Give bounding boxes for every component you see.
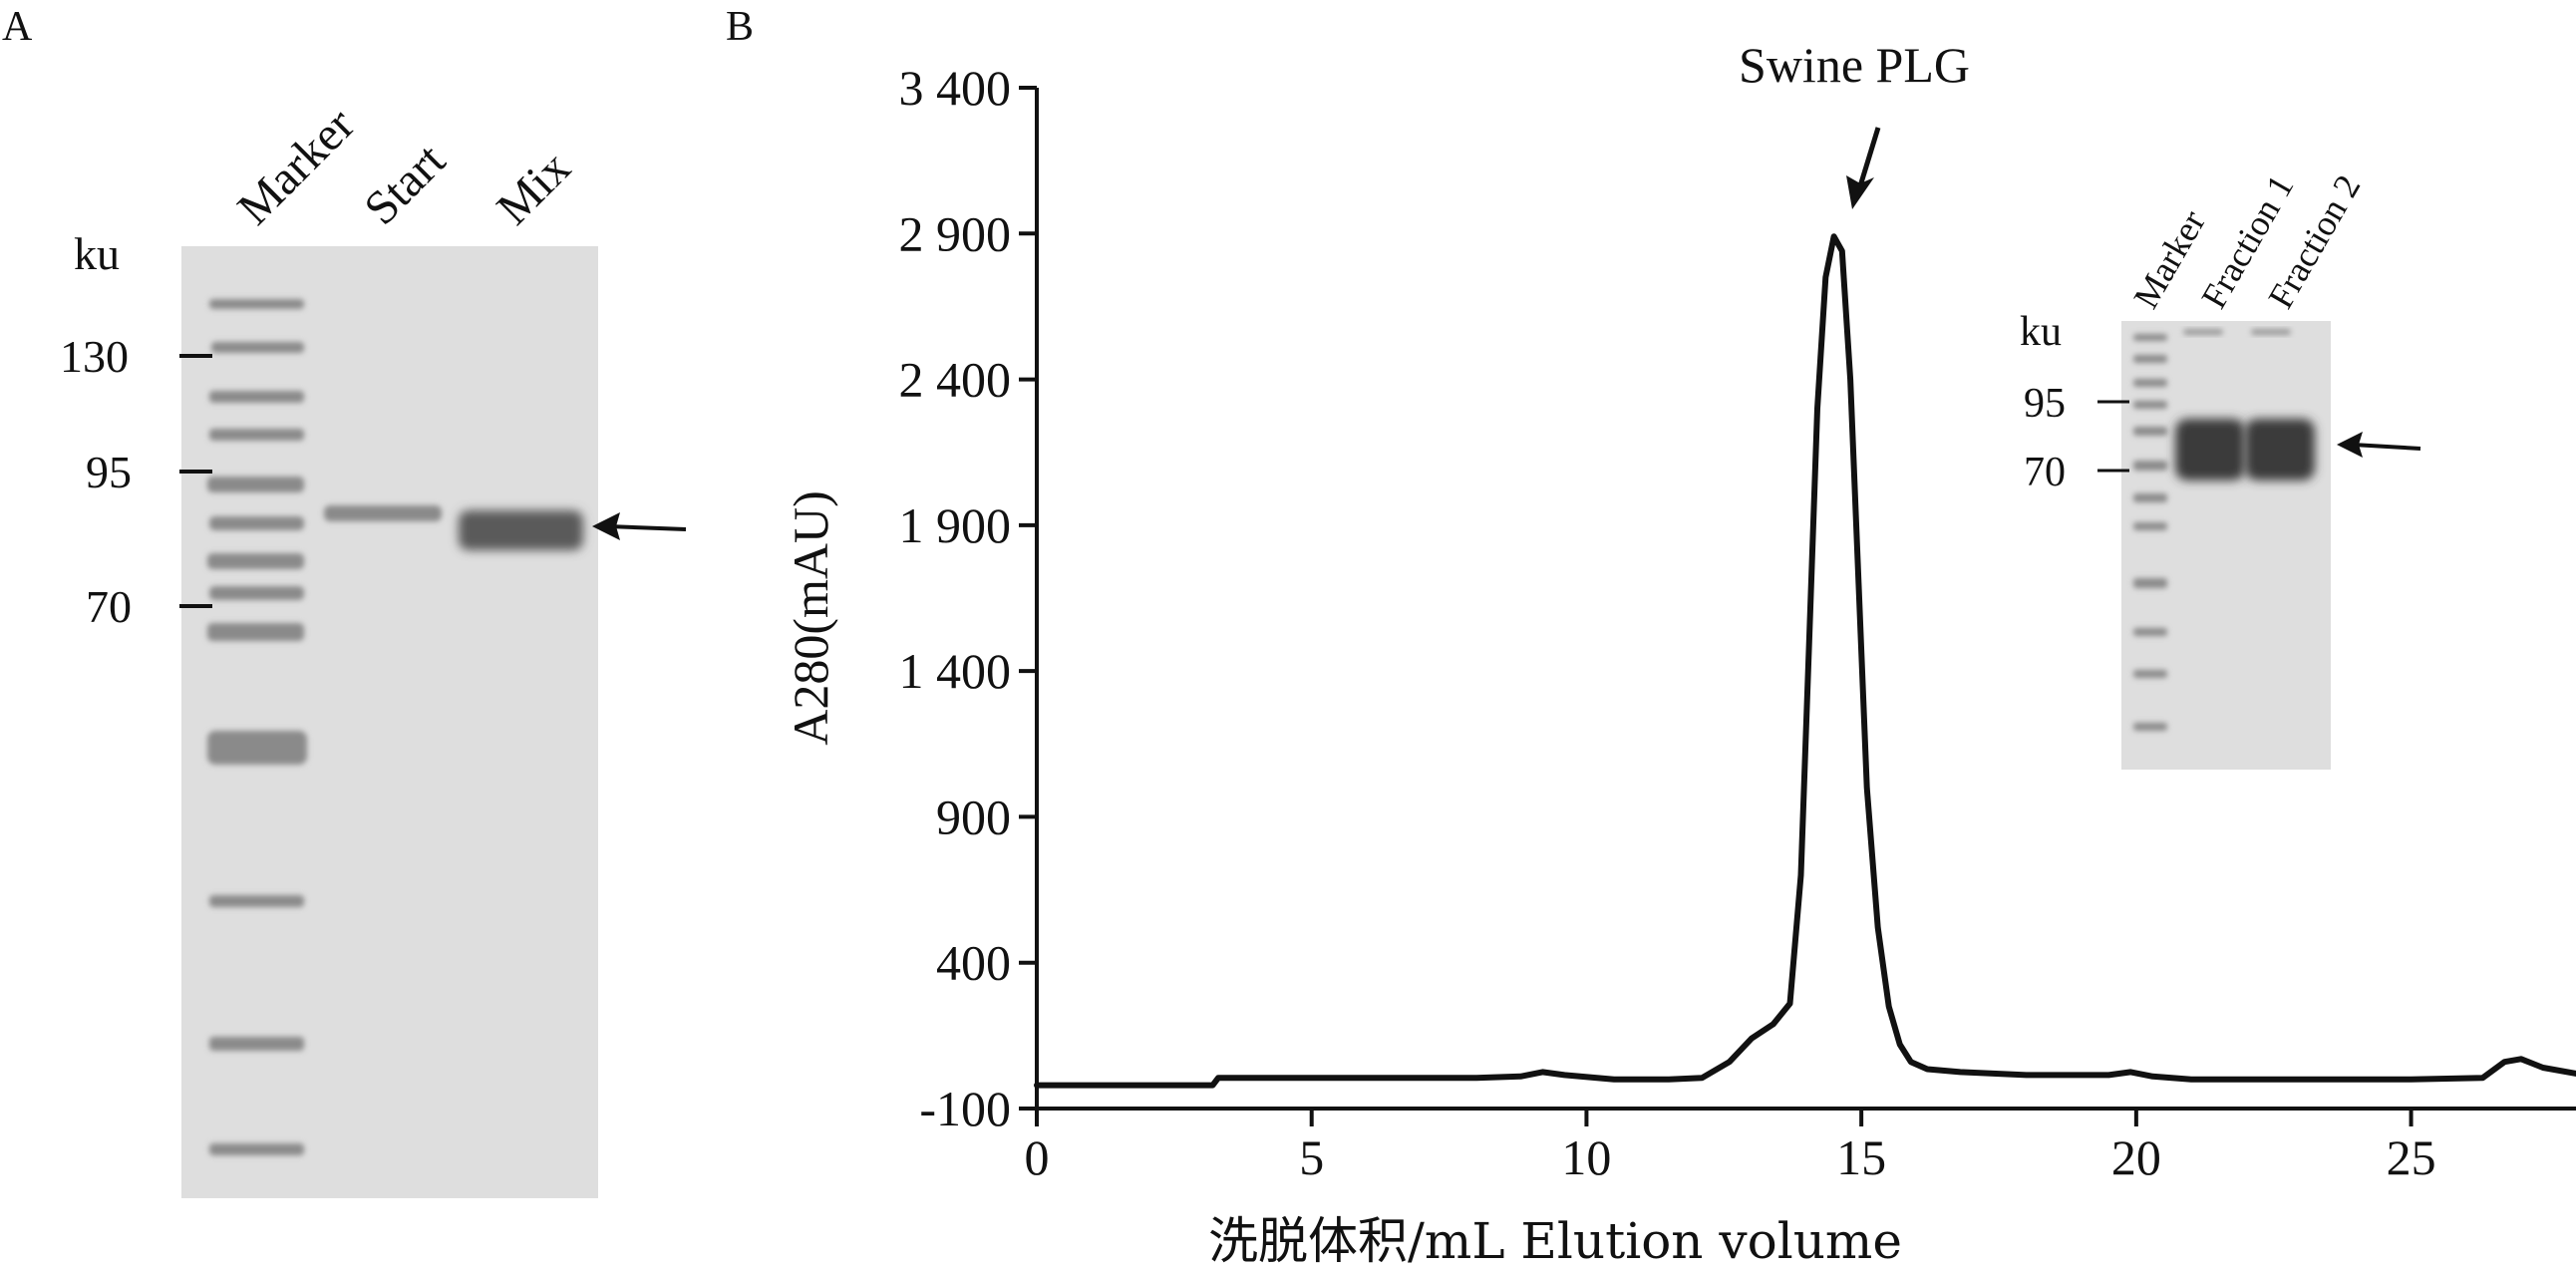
gel-a: Marker Start Mix ku 130 95 70 xyxy=(60,98,687,1198)
inset-band-arrow xyxy=(2337,432,2421,458)
x-axis-label: 洗脱体积/mL Elution volume xyxy=(1208,1212,1902,1270)
inset-unit-label: ku xyxy=(2020,309,2062,355)
x-tick-label: 10 xyxy=(1561,1129,1611,1185)
inset-band-fraction-1 xyxy=(2175,419,2245,480)
x-tick-label: 25 xyxy=(2387,1129,2436,1185)
gel-a-background xyxy=(181,246,598,1198)
y-tick-label: 400 xyxy=(936,935,1011,991)
y-tick-label: 1 900 xyxy=(899,497,1012,553)
gel-a-marker-label-95: 95 xyxy=(86,447,132,497)
chart-axes xyxy=(1035,88,2576,1111)
gel-a-band-arrow xyxy=(592,512,687,540)
inset-marker-label-95: 95 xyxy=(2024,381,2066,427)
x-tick-label: 0 xyxy=(1025,1129,1050,1185)
x-tick-label: 5 xyxy=(1299,1129,1324,1185)
y-tick-label: 1 400 xyxy=(899,643,1012,699)
series-line xyxy=(1034,233,2576,1089)
inset-marker-label-70: 70 xyxy=(2024,450,2066,495)
x-tick-label: 15 xyxy=(1836,1129,1886,1185)
gel-a-unit-label: ku xyxy=(74,228,120,279)
y-axis-ticks: -100 400 900 1 400 1 900 2 400 2 900 3 400 xyxy=(899,60,1037,1136)
gel-a-lane-label-mix: Mix xyxy=(486,142,580,235)
panel-a-label: A xyxy=(2,4,33,50)
gel-a-lane-label-start: Start xyxy=(354,134,456,235)
x-tick-label: 20 xyxy=(2111,1129,2161,1185)
gel-a-marker-ladder xyxy=(207,299,307,1155)
chromatogram: -100 400 900 1 400 1 900 2 400 2 900 3 400 0 5 10… xyxy=(783,37,2576,1270)
peak-annotation-arrow xyxy=(1846,127,1881,209)
inset-marker-ladder xyxy=(2133,334,2167,731)
gel-a-marker-label-70: 70 xyxy=(86,581,132,632)
y-tick-label: 2 400 xyxy=(899,352,1012,408)
inset-band-fraction-2 xyxy=(2245,419,2315,480)
y-tick-label: 2 900 xyxy=(899,205,1012,261)
y-tick-label: 3 400 xyxy=(899,60,1012,116)
gel-a-band-start xyxy=(324,505,442,521)
gel-a-marker-label-130: 130 xyxy=(60,331,129,382)
gel-a-band-mix xyxy=(459,510,583,550)
y-axis-label: A280(mAU) xyxy=(783,490,838,746)
panel-b-label: B xyxy=(726,4,754,50)
x-axis-ticks: 0 5 10 15 20 25 xyxy=(1025,1109,2436,1185)
gel-a-lane-label-marker: Marker xyxy=(227,98,364,234)
peak-annotation: Swine PLG xyxy=(1739,37,1970,93)
inset-gel: Marker Fraction 1 Fraction 2 ku 95 70 xyxy=(2020,168,2421,770)
y-tick-label: -100 xyxy=(919,1081,1011,1136)
inset-gel-background xyxy=(2121,321,2331,770)
y-tick-label: 900 xyxy=(936,789,1011,844)
